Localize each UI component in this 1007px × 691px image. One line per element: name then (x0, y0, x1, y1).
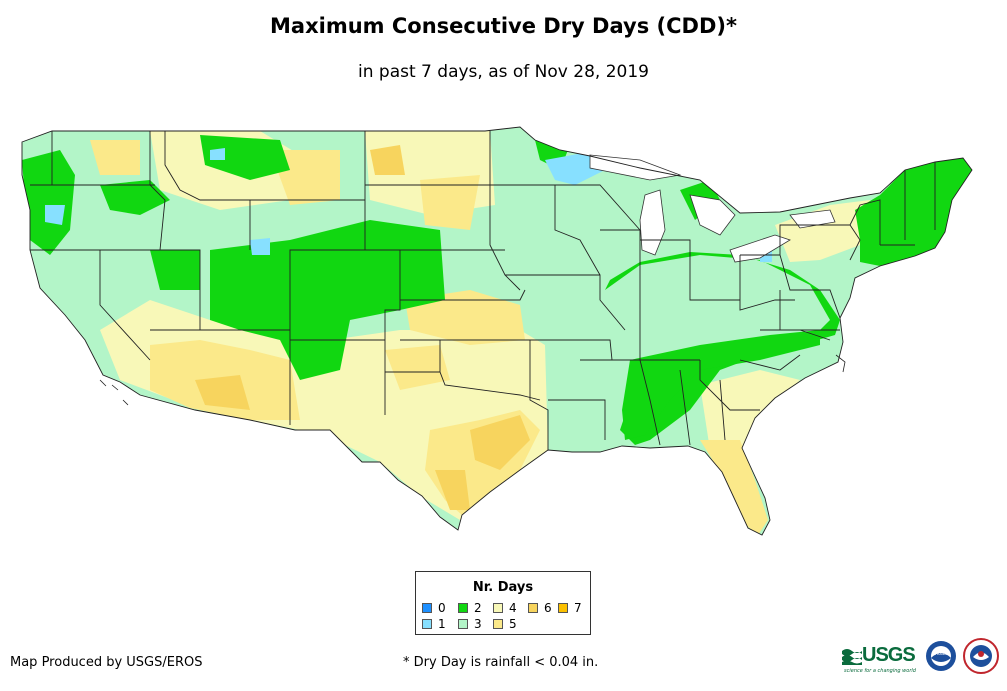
legend-item-2: 2 (458, 601, 482, 615)
region-1-montana (210, 148, 225, 160)
region-1-colorado (250, 238, 270, 255)
legend-item-4: 4 (493, 601, 517, 615)
dry-day-footnote: * Dry Day is rainfall < 0.04 in. (403, 655, 599, 670)
legend-item-6: 6 (528, 601, 552, 615)
region-2-idaho (100, 180, 170, 215)
legend-title: Nr. Days (472, 580, 534, 595)
region-5-dakotas (420, 175, 480, 230)
legend-swatch (493, 603, 503, 613)
region-5-kansas-ok (405, 290, 525, 345)
lake-huron (689, 194, 736, 236)
legend-item-7: 7 (558, 601, 582, 615)
nws-logo (963, 638, 999, 674)
region-5-nw (90, 140, 140, 175)
map-subtitle: in past 7 days, as of Nov 28, 2019 (358, 62, 649, 82)
lake-ontario (789, 209, 836, 229)
region-2-southeast (622, 330, 820, 440)
legend-swatch (422, 603, 432, 613)
region-6-tx (470, 415, 530, 470)
usgs-wordmark: USGS (862, 644, 916, 666)
legend-item-3: 3 (458, 617, 482, 631)
legend-swatch (558, 603, 568, 613)
region-2-rockies-central (210, 220, 445, 380)
region-6-az (195, 375, 250, 410)
state-borders (21, 126, 973, 536)
legend-item-1: 1 (422, 617, 446, 631)
region-2-utah (150, 250, 200, 290)
region-2-new-england (855, 158, 972, 266)
legend-swatch (493, 619, 503, 629)
legend-item-0: 0 (422, 601, 446, 615)
legend-swatch (422, 619, 432, 629)
legend-swatch (528, 603, 538, 613)
legend-item-5: 5 (493, 617, 517, 631)
noaa-logo: noaa (926, 641, 956, 671)
region-6-tx-south (435, 470, 470, 510)
region-5-nm (385, 345, 450, 390)
lake-michigan (639, 189, 666, 256)
coast-details (99, 354, 846, 406)
legend: Nr. Days 0 1 2 3 4 5 6 7 (415, 571, 591, 635)
legend-swatch (458, 603, 468, 613)
map-title: Maximum Consecutive Dry Days (CDD)* (270, 14, 737, 38)
region-5-florida (700, 440, 768, 535)
usgs-logo: USGS science for a changing world (842, 644, 916, 674)
svg-text:noaa: noaa (935, 651, 947, 657)
map-credit: Map Produced by USGS/EROS (10, 655, 203, 670)
usgs-tagline: science for a changing world (844, 668, 916, 674)
region-1-oregon (45, 205, 65, 225)
legend-swatch (458, 619, 468, 629)
region-2-pacific-nw (22, 150, 75, 255)
region-2-rockies-north (200, 135, 290, 180)
region-6-mt (370, 145, 405, 175)
usgs-wave-icon (842, 648, 862, 665)
